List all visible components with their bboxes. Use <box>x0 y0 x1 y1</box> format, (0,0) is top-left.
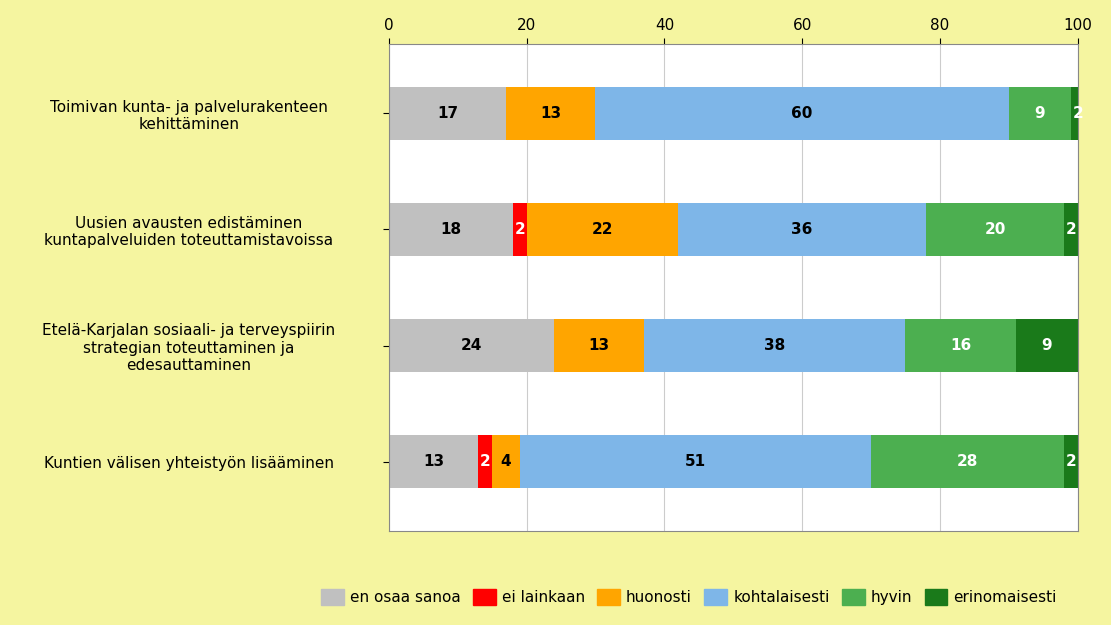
Bar <box>927 203 1064 256</box>
Text: 13: 13 <box>540 106 561 121</box>
Text: 13: 13 <box>423 454 444 469</box>
Bar <box>520 436 871 488</box>
Bar <box>1009 88 1071 139</box>
Text: 4: 4 <box>501 454 511 469</box>
Bar <box>1071 88 1084 139</box>
Text: 28: 28 <box>957 454 978 469</box>
Bar <box>513 203 527 256</box>
Bar <box>389 88 506 139</box>
Bar <box>479 436 492 488</box>
Bar <box>678 203 927 256</box>
Text: 38: 38 <box>764 338 785 353</box>
Bar <box>643 319 905 372</box>
Text: 9: 9 <box>1034 106 1045 121</box>
Text: 16: 16 <box>950 338 971 353</box>
Text: 17: 17 <box>437 106 458 121</box>
Text: 2: 2 <box>1065 454 1077 469</box>
Bar <box>554 319 643 372</box>
Bar <box>871 436 1064 488</box>
Bar <box>492 436 520 488</box>
Bar <box>527 203 678 256</box>
Bar <box>595 88 1009 139</box>
Bar <box>506 88 595 139</box>
Text: 2: 2 <box>1065 222 1077 237</box>
Text: 13: 13 <box>589 338 610 353</box>
Bar <box>1064 436 1078 488</box>
Text: 9: 9 <box>1041 338 1052 353</box>
Text: 22: 22 <box>592 222 613 237</box>
Text: 2: 2 <box>480 454 491 469</box>
Bar <box>905 319 1015 372</box>
Text: 24: 24 <box>461 338 482 353</box>
Text: 18: 18 <box>440 222 461 237</box>
Text: 2: 2 <box>514 222 526 237</box>
Text: 36: 36 <box>791 222 813 237</box>
Text: 51: 51 <box>684 454 705 469</box>
Bar <box>389 319 554 372</box>
Bar <box>389 436 479 488</box>
Text: 60: 60 <box>791 106 813 121</box>
Bar <box>1064 203 1078 256</box>
Text: 2: 2 <box>1072 106 1083 121</box>
Text: 20: 20 <box>984 222 1005 237</box>
Bar <box>389 203 513 256</box>
Bar <box>1015 319 1078 372</box>
Legend: en osaa sanoa, ei lainkaan, huonosti, kohtalaisesti, hyvin, erinomaisesti: en osaa sanoa, ei lainkaan, huonosti, ko… <box>314 583 1063 611</box>
